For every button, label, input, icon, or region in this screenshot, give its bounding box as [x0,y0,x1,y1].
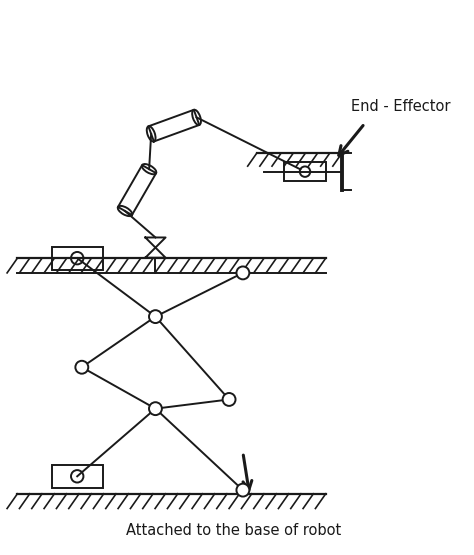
Text: End - Effector: End - Effector [351,99,450,114]
Bar [52,465,102,488]
Text: Attached to the base of robot: Attached to the base of robot [126,522,341,537]
Circle shape [149,402,162,415]
Bar [52,246,102,270]
Circle shape [75,361,88,374]
Circle shape [237,483,249,497]
Circle shape [223,393,236,406]
Circle shape [149,310,162,323]
Circle shape [237,266,249,279]
Bar [284,162,326,181]
